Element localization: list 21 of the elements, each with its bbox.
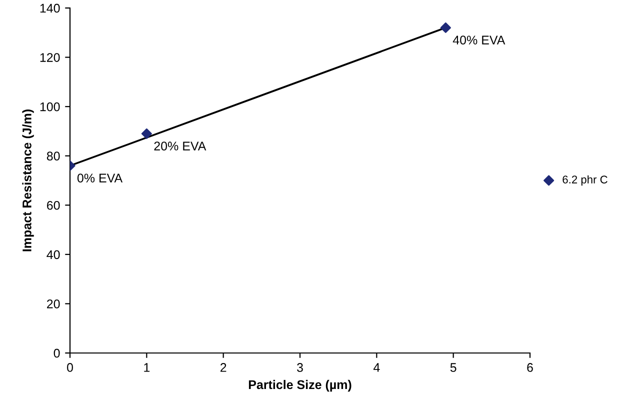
annotation: 20% EVA <box>154 142 206 150</box>
y-tick-label: 60 <box>47 200 60 210</box>
x-tick-label: 0 <box>67 363 73 372</box>
y-tick-label: 120 <box>40 53 60 62</box>
y-tick-label: 40 <box>46 250 60 260</box>
x-tick-label: 3 <box>297 363 303 372</box>
y-axis-title: Impact Resistance (J/m) <box>22 110 34 252</box>
y-tick-label: 0 <box>54 348 60 358</box>
legend-label: 6.2 phr C <box>562 175 608 186</box>
y-tick-label: 100 <box>40 102 60 112</box>
x-tick-label: 6 <box>527 363 533 372</box>
x-tick-label: 5 <box>450 363 456 372</box>
y-tick-label: 20 <box>47 300 60 308</box>
y-tick-label: 80 <box>46 152 60 161</box>
x-tick-label: 4 <box>373 363 380 372</box>
x-tick-label: 1 <box>144 363 150 372</box>
annotation: 0% EVA <box>77 174 123 183</box>
y-tick-label: 140 <box>40 4 60 13</box>
x-axis-title: Particle Size (µm) <box>248 380 352 392</box>
annotation: 40% EVA <box>452 36 506 45</box>
x-tick-label: 2 <box>220 363 226 372</box>
